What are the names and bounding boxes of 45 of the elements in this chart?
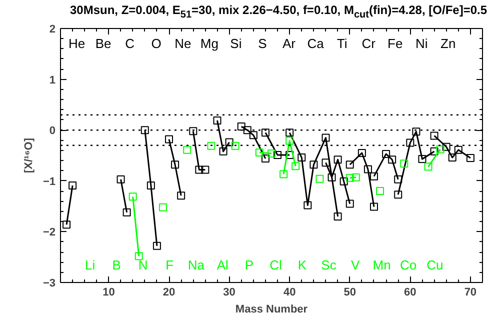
- x-tick-label: 40: [283, 286, 296, 298]
- x-axis-title: Mass Number: [235, 304, 308, 316]
- x-tick-label: 30: [223, 286, 236, 298]
- y-tick-label: −1: [42, 176, 56, 188]
- annotation: O: [151, 36, 162, 52]
- annotation: Co: [400, 258, 417, 273]
- annotation: He: [68, 36, 86, 52]
- annotation: Be: [95, 36, 112, 52]
- annotation: P: [244, 258, 254, 273]
- annotation: C: [125, 36, 135, 52]
- annotation: Sc: [321, 258, 337, 273]
- annotation: Cl: [270, 258, 282, 273]
- annotation: Cu: [426, 258, 444, 273]
- annotation: V: [350, 258, 360, 273]
- annotation: Li: [84, 258, 96, 273]
- y-tick-label: −2: [42, 226, 56, 239]
- annotation: K: [298, 258, 307, 273]
- annotation: F: [166, 258, 174, 273]
- chart-title: 30Msun, Z=0.004, E$_{51}$=30, mix 2.26−4.50, f=0.10, M$_{cut}$(fin)=4.28, [O/Fe]=0.5: [69, 2, 488, 22]
- annotation: Zn: [440, 36, 456, 52]
- y-tick-label: −3: [42, 278, 56, 290]
- annotation: Ti: [336, 36, 348, 52]
- annotation: Al: [216, 258, 229, 273]
- annotation: Na: [188, 258, 206, 273]
- annotation: Ne: [174, 36, 192, 52]
- annotation: Mg: [200, 36, 218, 52]
- annotation: Cr: [362, 36, 376, 52]
- annotation: Fe: [388, 36, 403, 52]
- x-tick-label: 10: [102, 286, 115, 298]
- annotation: Ni: [415, 36, 428, 52]
- annotation: Ar: [282, 36, 296, 52]
- annotation: Si: [230, 36, 242, 52]
- annotation: N: [138, 258, 148, 273]
- x-tick-label: 50: [344, 286, 356, 298]
- y-tick-label: 1: [49, 74, 56, 86]
- annotation: Mn: [372, 258, 391, 273]
- x-tick-label: 20: [162, 286, 176, 298]
- annotation: S: [258, 36, 268, 52]
- x-tick-label: 70: [464, 286, 477, 298]
- annotation: B: [112, 258, 121, 273]
- annotation: Ca: [307, 36, 325, 52]
- x-tick-label: 60: [404, 286, 416, 298]
- y-tick-label: 2: [49, 24, 56, 36]
- y-axis-title: [X/¹⁶O]: [22, 138, 35, 173]
- y-tick-label: 0: [49, 125, 56, 138]
